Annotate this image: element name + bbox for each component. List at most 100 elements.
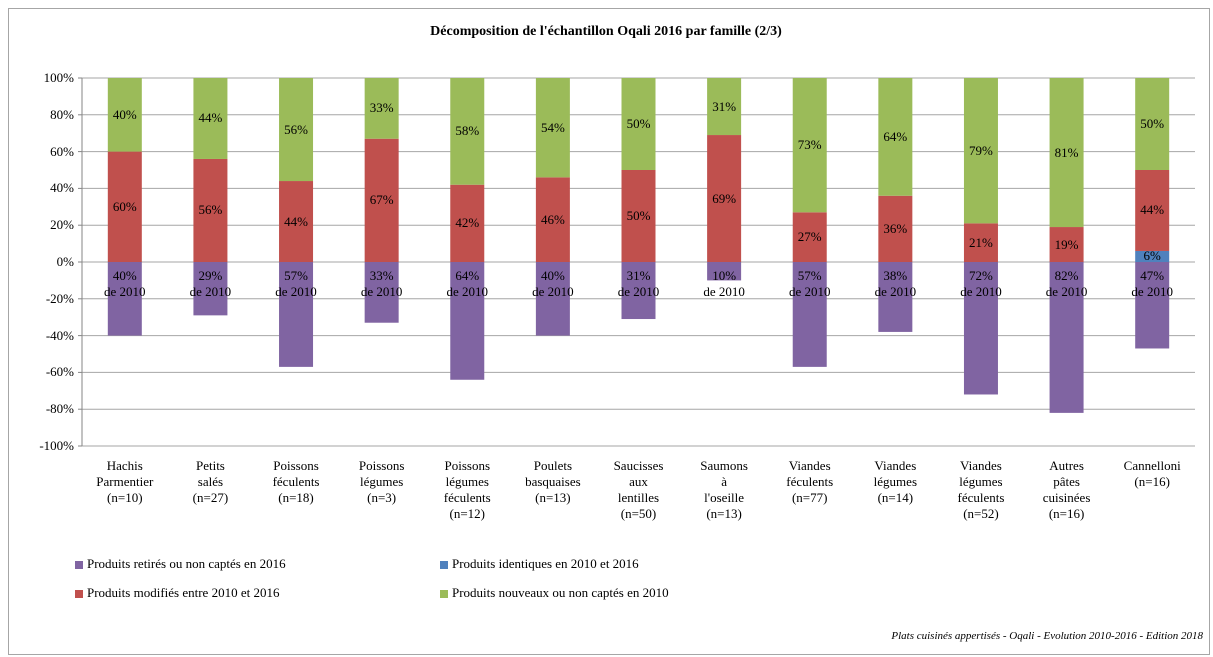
bar-segment	[878, 195, 913, 262]
x-tick-label: Saucisses aux lentilles (n=50)	[613, 458, 664, 521]
data-label: 72% de 2010	[960, 268, 1002, 299]
x-tick-label: Poissons légumes (n=3)	[358, 458, 405, 505]
bar-segment	[707, 262, 742, 281]
bar-segment	[535, 177, 570, 262]
data-label: 64%	[883, 128, 908, 144]
y-tick-label: 80%	[50, 106, 74, 122]
x-tick-label: Saumons à l'oseille (n=13)	[700, 458, 748, 521]
data-label: 40% de 2010	[532, 268, 574, 299]
legend-swatch	[440, 561, 448, 569]
y-tick-label: 40%	[50, 180, 74, 196]
bar-segment	[193, 262, 228, 316]
x-tick-label: Hachis Parmentier (n=10)	[96, 458, 154, 505]
bar-segment	[450, 78, 485, 185]
data-label: 31%	[712, 98, 737, 114]
bar-segment	[792, 262, 827, 367]
data-label: 33%	[369, 100, 394, 116]
y-tick-label: 20%	[50, 217, 74, 233]
data-label: 21%	[969, 234, 993, 250]
x-tick-label: Viandes légumes féculents (n=52)	[957, 458, 1005, 521]
data-label: 44%	[284, 213, 308, 229]
legend-label: Produits retirés ou non captés en 2016	[87, 556, 286, 571]
bar-segment	[1135, 262, 1170, 349]
data-label: 38% de 2010	[874, 268, 917, 299]
data-label: 73%	[797, 137, 822, 153]
bar-segment	[707, 135, 742, 262]
y-tick-label: -40%	[45, 327, 74, 343]
bar-segment	[364, 262, 399, 323]
x-tick-label: Petits salés (n=27)	[192, 458, 229, 505]
bar-segment	[963, 262, 998, 395]
bar-segment	[450, 184, 485, 262]
data-label: 57% de 2010	[275, 268, 317, 299]
x-tick-label: Poissons féculents (n=18)	[272, 458, 320, 505]
y-tick-label: -60%	[45, 364, 74, 380]
data-label: 50%	[1140, 116, 1165, 131]
bar-segment	[621, 78, 656, 170]
bar-segment	[963, 223, 998, 262]
y-tick-label: 0%	[56, 254, 74, 269]
source-note: Plats cuisinés appertisés - Oqali - Evol…	[891, 630, 1203, 642]
bar-segment	[621, 262, 656, 320]
bar-segment	[963, 78, 998, 224]
frame	[8, 8, 1210, 655]
data-label: 58%	[455, 123, 480, 139]
data-label: 47% de 2010	[1131, 268, 1173, 299]
legend-label: Produits identiques en 2010 et 2016	[452, 556, 639, 571]
data-label: 60%	[112, 198, 137, 214]
bar-segment	[107, 151, 142, 262]
x-tick-label: Cannelloni (n=16)	[1123, 458, 1181, 489]
data-label: 50%	[626, 208, 651, 223]
data-label: 29% de 2010	[189, 268, 232, 299]
data-label: 44%	[1140, 202, 1165, 218]
bar-segment	[1135, 250, 1170, 262]
legend-swatch	[75, 561, 83, 569]
data-label: 40%	[112, 106, 137, 122]
x-tick-label: Viandes féculents (n=77)	[786, 458, 834, 505]
data-label: 82% de 2010	[1045, 268, 1088, 299]
legend-label: Produits modifiés entre 2010 et 2016	[87, 585, 280, 600]
x-tick-label: Autres pâtes cuisinées (n=16)	[1042, 458, 1091, 521]
bar-segment	[1135, 170, 1170, 251]
bar-segment	[450, 262, 485, 380]
data-label: 56%	[198, 202, 223, 218]
y-tick-label: 60%	[50, 143, 74, 159]
data-label: 10% de 2010	[703, 268, 745, 299]
legend-label: Produits nouveaux ou non captés en 2010	[452, 585, 669, 600]
data-label: 50%	[626, 116, 651, 131]
x-tick-label: Poissons légumes féculents (n=12)	[443, 458, 491, 521]
chart-title: Décomposition de l'échantillon Oqali 201…	[430, 24, 782, 39]
data-label: 64% de 2010	[446, 268, 489, 299]
bar-segment	[707, 78, 742, 136]
bar-segment	[535, 262, 570, 336]
x-tick-label: Viandes légumes (n=14)	[873, 458, 918, 505]
data-label: 6%	[1143, 248, 1161, 264]
bar-segment	[1135, 78, 1170, 170]
bar-segment	[107, 262, 142, 336]
y-tick-label: -80%	[45, 401, 74, 417]
bar-segment	[792, 78, 827, 213]
data-label: 31% de 2010	[617, 268, 660, 299]
data-label: 57% de 2010	[788, 268, 831, 299]
data-label: 44%	[198, 110, 223, 126]
legend-swatch	[440, 590, 448, 598]
bar-segment	[535, 78, 570, 178]
data-label: 46%	[540, 211, 565, 227]
data-label: 36%	[883, 220, 908, 236]
data-label: 79%	[969, 142, 993, 158]
data-label: 81%	[1054, 144, 1079, 160]
bar-segment	[364, 78, 399, 139]
data-label: 54%	[540, 119, 565, 135]
y-tick-label: -20%	[45, 290, 74, 306]
data-label: 56%	[284, 121, 308, 137]
x-tick-label: Poulets basquaises (n=13)	[525, 458, 581, 505]
data-label: 33% de 2010	[360, 268, 403, 299]
bar-segment	[1049, 78, 1084, 228]
legend-swatch	[75, 590, 83, 598]
bar-segment	[792, 212, 827, 262]
bar-segment	[279, 78, 314, 182]
y-tick-label: 100%	[43, 70, 74, 85]
bar-segment	[193, 158, 228, 262]
data-label: 40% de 2010	[104, 268, 146, 299]
